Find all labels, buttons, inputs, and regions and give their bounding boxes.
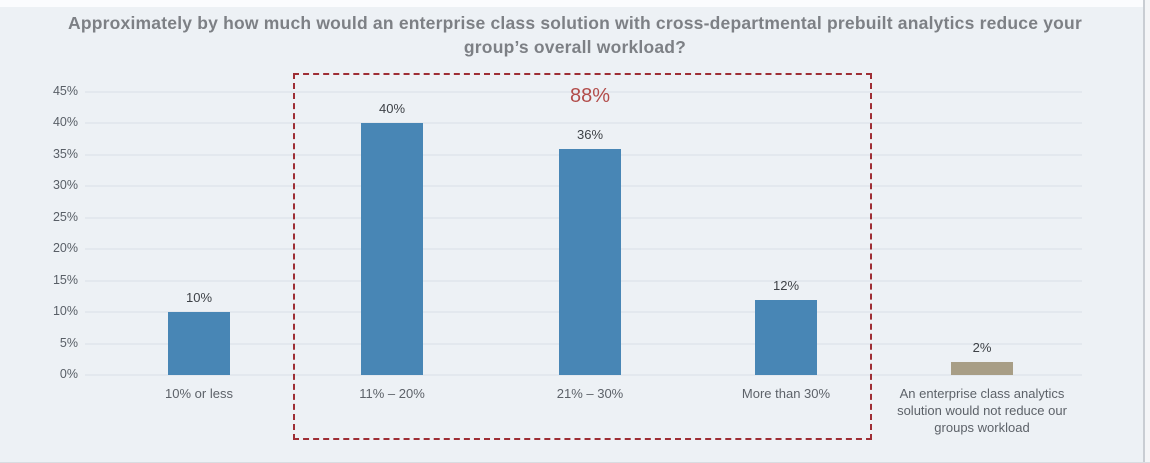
bar-value-label: 12% bbox=[772, 277, 800, 293]
x-axis-category-label: 21% – 30% bbox=[556, 386, 624, 401]
y-axis-tick-label: 5% bbox=[59, 335, 78, 350]
highlight-box bbox=[293, 73, 872, 440]
y-axis-tick-label: 0% bbox=[59, 367, 78, 381]
bar bbox=[755, 299, 817, 375]
gridline bbox=[85, 122, 1082, 125]
y-axis-tick-label: 20% bbox=[52, 241, 78, 256]
bar-value-label: 36% bbox=[576, 126, 604, 142]
chart-title: Approximately by how much would an enter… bbox=[68, 13, 1082, 57]
bar bbox=[361, 123, 423, 375]
x-axis-category-label: 10% or less bbox=[165, 386, 233, 401]
bar-value-label: 2% bbox=[972, 340, 992, 356]
gridline bbox=[85, 91, 1082, 93]
bar bbox=[168, 312, 230, 375]
bar-value-label: 40% bbox=[378, 101, 406, 117]
highlight-annotation: 88% bbox=[569, 85, 611, 107]
y-axis-tick-label: 35% bbox=[52, 146, 78, 161]
y-axis-tick-label: 45% bbox=[52, 84, 78, 98]
x-axis-category-label: 11% – 20% bbox=[359, 386, 425, 401]
x-axis-category-label: More than 30% bbox=[741, 386, 831, 401]
y-axis-tick-label: 30% bbox=[52, 178, 78, 193]
bar bbox=[559, 148, 621, 375]
bar bbox=[951, 362, 1013, 375]
x-axis-category-label: An enterprise class analytics solution w… bbox=[897, 386, 1067, 435]
gridline bbox=[85, 374, 1082, 376]
y-axis-tick-label: 40% bbox=[52, 115, 78, 130]
window-right-edge bbox=[1143, 0, 1150, 462]
bar-value-label: 10% bbox=[185, 290, 213, 306]
y-axis-tick-label: 25% bbox=[52, 209, 78, 224]
top-strip bbox=[0, 0, 1150, 7]
y-axis-tick-label: 10% bbox=[52, 304, 78, 319]
y-axis-tick-label: 15% bbox=[52, 272, 78, 287]
